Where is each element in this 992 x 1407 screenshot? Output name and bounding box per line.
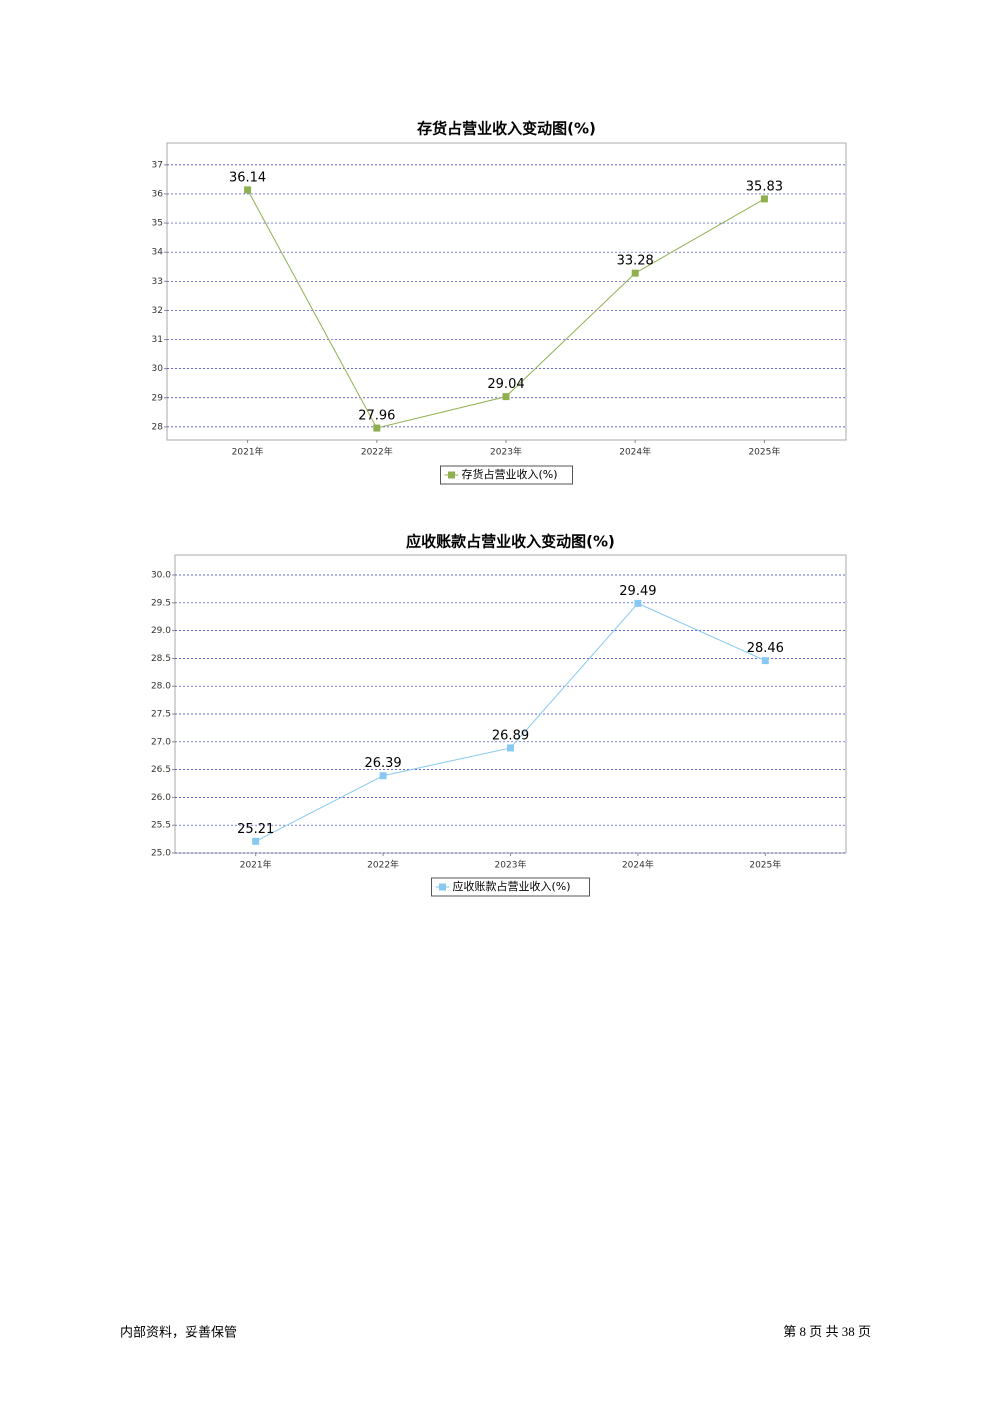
legend-marker [448, 471, 455, 479]
x-tick-label: 2022年 [361, 446, 393, 458]
data-point [373, 424, 381, 432]
data-label: 25.21 [237, 822, 274, 837]
y-tick-label: 28 [152, 422, 164, 432]
y-tick-label: 30 [152, 364, 164, 374]
x-tick-label: 2025年 [748, 446, 780, 458]
x-tick-label: 2025年 [749, 859, 781, 871]
y-tick-label: 33 [152, 277, 163, 287]
y-tick-label: 30.0 [151, 571, 171, 581]
y-tick-label: 25.0 [151, 849, 171, 859]
chart-title: 应收账款占营业收入变动图(%) [406, 533, 615, 551]
x-tick-label: 2021年 [240, 859, 272, 871]
x-tick-label: 2023年 [495, 859, 527, 871]
data-label: 28.46 [747, 641, 784, 656]
y-tick-label: 32 [152, 306, 163, 316]
data-point [507, 744, 514, 752]
y-tick-label: 27.0 [151, 737, 171, 747]
y-tick-label: 29.0 [151, 626, 171, 636]
data-label: 27.96 [358, 409, 395, 424]
y-tick-label: 29.5 [151, 598, 171, 608]
y-tick-label: 31 [152, 335, 163, 345]
y-tick-label: 36 [152, 189, 164, 199]
data-label: 35.83 [746, 179, 783, 194]
data-point [379, 772, 387, 780]
y-tick-label: 28.0 [151, 682, 171, 692]
data-label: 29.49 [619, 584, 656, 599]
x-tick-label: 2024年 [622, 859, 654, 871]
y-tick-label: 27.5 [151, 710, 171, 720]
data-point [760, 195, 768, 203]
legend-box [440, 465, 573, 485]
y-tick-label: 28.5 [151, 654, 171, 664]
data-label: 26.39 [364, 756, 401, 771]
data-point [244, 186, 252, 194]
legend-marker [439, 883, 446, 891]
data-label: 29.04 [487, 377, 524, 392]
x-tick-label: 2024年 [619, 446, 651, 458]
x-tick-label: 2022年 [367, 859, 399, 871]
data-point [634, 599, 642, 607]
data-point [252, 837, 260, 845]
legend-box [431, 877, 590, 897]
y-tick-label: 37 [152, 160, 163, 170]
y-tick-label: 29 [152, 393, 164, 403]
data-label: 36.14 [229, 170, 266, 185]
footer-left: 内部资料，妥善保管 [120, 1325, 237, 1341]
y-tick-label: 35 [152, 219, 163, 229]
y-tick-label: 26.5 [151, 765, 171, 775]
y-tick-label: 34 [152, 248, 164, 258]
x-tick-label: 2023年 [490, 446, 522, 458]
chart-title: 存货占营业收入变动图(%) [417, 120, 596, 138]
data-label: 26.89 [492, 728, 529, 743]
y-tick-label: 26.0 [151, 793, 171, 803]
data-point [502, 393, 510, 401]
y-tick-label: 25.5 [151, 821, 171, 831]
legend-label: 存货占营业收入(%) [462, 467, 558, 481]
legend-label: 应收账款占营业收入(%) [453, 879, 571, 893]
data-label: 33.28 [617, 254, 654, 269]
footer-right: 第 8 页 共 38 页 [783, 1324, 871, 1339]
data-point [761, 657, 769, 665]
data-point [631, 269, 639, 277]
x-tick-label: 2021年 [232, 446, 264, 458]
